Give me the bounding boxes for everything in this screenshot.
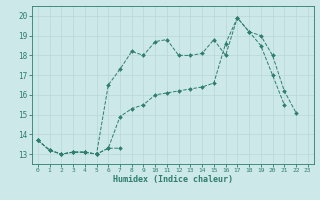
X-axis label: Humidex (Indice chaleur): Humidex (Indice chaleur) <box>113 175 233 184</box>
